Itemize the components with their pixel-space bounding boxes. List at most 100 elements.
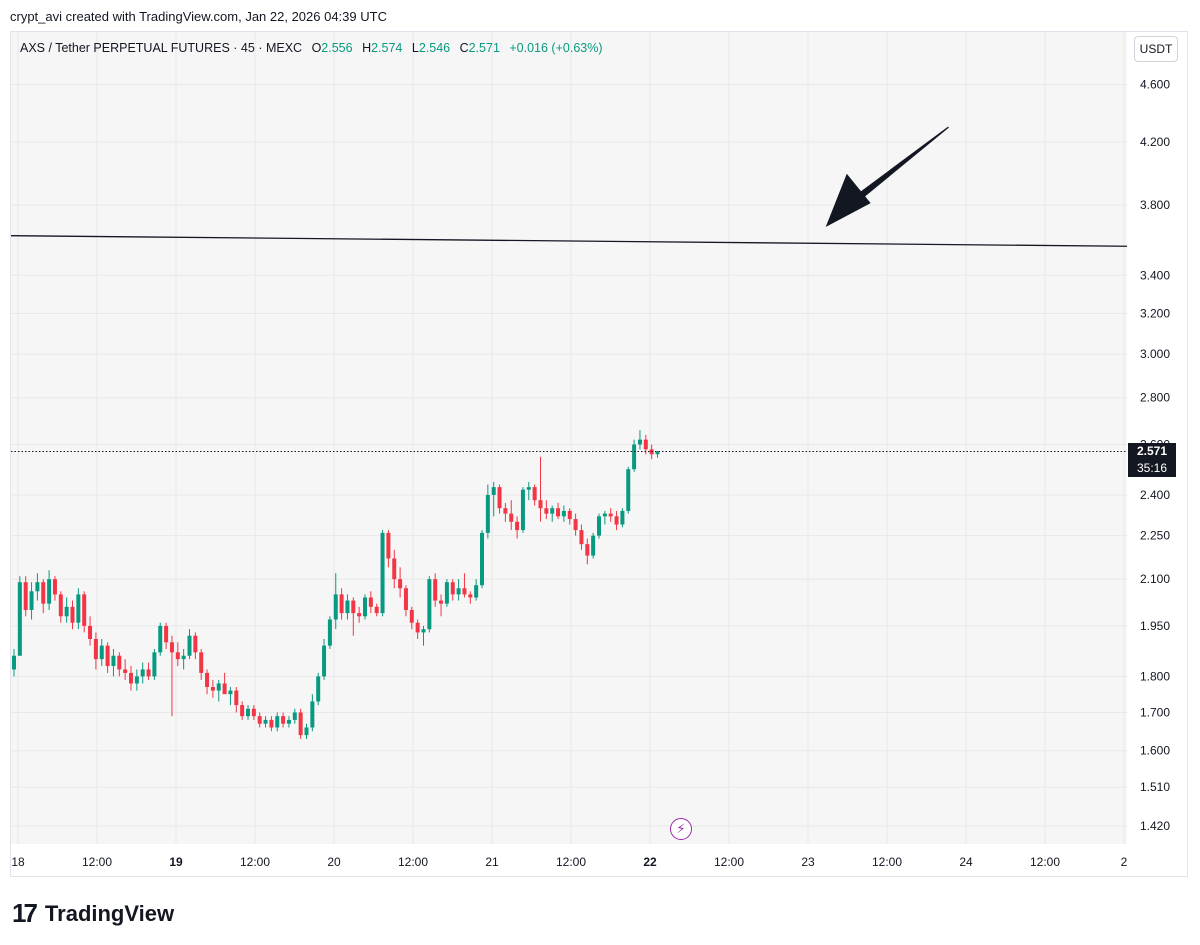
candle[interactable] <box>82 591 87 633</box>
candle[interactable] <box>251 705 256 720</box>
candle[interactable] <box>158 622 163 656</box>
candle[interactable] <box>468 591 473 604</box>
candle[interactable] <box>316 672 321 706</box>
candle[interactable] <box>561 505 566 522</box>
candle[interactable] <box>322 638 327 680</box>
candle[interactable] <box>193 632 198 660</box>
candle[interactable] <box>216 679 221 702</box>
candle[interactable] <box>76 588 81 630</box>
candle[interactable] <box>444 579 449 607</box>
candle[interactable] <box>643 434 648 455</box>
candle[interactable] <box>169 635 174 717</box>
candle[interactable] <box>199 648 204 680</box>
candle[interactable] <box>275 712 280 732</box>
candle[interactable] <box>298 708 303 739</box>
candle[interactable] <box>210 679 215 698</box>
candle[interactable] <box>47 570 52 610</box>
candle[interactable] <box>456 579 461 601</box>
candle[interactable] <box>281 712 286 728</box>
candle[interactable] <box>105 642 110 673</box>
candle[interactable] <box>368 591 373 614</box>
candle[interactable] <box>222 672 227 695</box>
candle[interactable] <box>257 712 262 728</box>
candle[interactable] <box>70 600 75 630</box>
candle[interactable] <box>310 694 315 732</box>
candle[interactable] <box>23 576 28 617</box>
candle[interactable] <box>409 606 414 630</box>
candle[interactable] <box>327 616 332 649</box>
candle[interactable] <box>526 481 531 501</box>
candle[interactable] <box>573 513 578 536</box>
currency-button[interactable]: USDT <box>1134 36 1178 62</box>
candle[interactable] <box>591 532 596 559</box>
arrow-annotation[interactable] <box>825 126 949 228</box>
candle[interactable] <box>263 716 268 728</box>
candle[interactable] <box>392 549 397 589</box>
candle[interactable] <box>515 516 520 539</box>
candle[interactable] <box>544 500 549 520</box>
candle[interactable] <box>117 652 122 677</box>
candle[interactable] <box>363 594 367 620</box>
candle[interactable] <box>357 606 362 623</box>
candle[interactable] <box>205 669 210 695</box>
plot-area[interactable] <box>11 32 1127 844</box>
candle[interactable] <box>175 642 180 666</box>
candle[interactable] <box>550 505 555 522</box>
candle[interactable] <box>134 669 139 691</box>
candle[interactable] <box>146 662 151 680</box>
candle[interactable] <box>246 705 250 720</box>
candle[interactable] <box>614 510 619 531</box>
candle[interactable] <box>111 648 116 677</box>
candle[interactable] <box>52 576 57 601</box>
candle[interactable] <box>29 582 34 620</box>
candle[interactable] <box>637 430 642 450</box>
candle[interactable] <box>626 466 631 514</box>
candle[interactable] <box>421 625 426 646</box>
candle[interactable] <box>41 579 46 614</box>
lightning-icon[interactable]: ⚡ <box>670 818 692 840</box>
trend-line[interactable] <box>10 235 1128 247</box>
candle[interactable] <box>339 588 344 620</box>
candle[interactable] <box>35 573 40 601</box>
candle[interactable] <box>491 481 496 517</box>
candle[interactable] <box>187 629 192 660</box>
candle[interactable] <box>480 530 484 589</box>
candle[interactable] <box>520 487 525 533</box>
candle[interactable] <box>292 708 297 724</box>
tradingview-brand[interactable]: 17 TradingView <box>12 898 174 929</box>
candle[interactable] <box>398 567 403 598</box>
candle[interactable] <box>140 662 145 684</box>
candle[interactable] <box>497 484 502 514</box>
candle[interactable] <box>632 439 637 472</box>
candle[interactable] <box>123 659 128 680</box>
candle[interactable] <box>380 530 385 617</box>
candle[interactable] <box>12 648 16 677</box>
candle[interactable] <box>415 619 420 639</box>
candle[interactable] <box>17 576 22 656</box>
candle[interactable] <box>228 687 233 706</box>
candle[interactable] <box>93 632 98 670</box>
candle[interactable] <box>234 687 239 713</box>
candle[interactable] <box>556 502 561 520</box>
candle[interactable] <box>485 484 490 539</box>
candle[interactable] <box>58 591 63 623</box>
candle[interactable] <box>164 622 169 649</box>
candle[interactable] <box>597 513 601 539</box>
candle[interactable] <box>585 538 590 565</box>
candle[interactable] <box>386 530 391 568</box>
candle[interactable] <box>129 665 133 691</box>
candle[interactable] <box>579 524 584 550</box>
candle[interactable] <box>655 450 660 458</box>
candle[interactable] <box>374 603 379 617</box>
symbol-name[interactable]: AXS / Tether PERPETUAL FUTURES <box>20 41 230 55</box>
candle[interactable] <box>152 648 157 680</box>
candle[interactable] <box>509 500 514 531</box>
candle[interactable] <box>474 579 479 601</box>
candle[interactable] <box>450 579 455 601</box>
candle[interactable] <box>240 701 245 720</box>
candle[interactable] <box>403 585 408 617</box>
candle[interactable] <box>181 648 186 670</box>
candle[interactable] <box>345 594 350 620</box>
candle[interactable] <box>462 573 467 598</box>
candle[interactable] <box>269 716 274 732</box>
